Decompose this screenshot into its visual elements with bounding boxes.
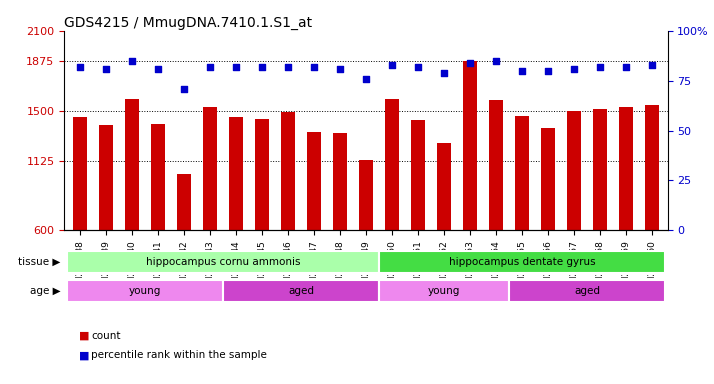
Text: GDS4215 / MmugDNA.7410.1.S1_at: GDS4215 / MmugDNA.7410.1.S1_at <box>64 16 313 30</box>
Bar <box>255 119 269 230</box>
Text: young: young <box>428 286 460 296</box>
Bar <box>593 109 607 230</box>
Bar <box>411 120 425 230</box>
Text: count: count <box>91 331 121 341</box>
Point <box>464 60 476 66</box>
Point <box>542 68 553 74</box>
Point <box>308 64 320 70</box>
Bar <box>358 160 373 230</box>
Point <box>334 66 346 72</box>
Text: ■: ■ <box>79 350 89 360</box>
Bar <box>645 105 659 230</box>
Bar <box>125 99 139 230</box>
Bar <box>99 125 113 230</box>
Text: young: young <box>129 286 161 296</box>
Bar <box>228 117 243 230</box>
Point <box>256 64 268 70</box>
Bar <box>509 280 665 302</box>
Text: age ▶: age ▶ <box>30 286 61 296</box>
Point <box>204 64 216 70</box>
Bar <box>177 174 191 230</box>
Point <box>282 64 293 70</box>
Point <box>100 66 111 72</box>
Point <box>386 61 398 68</box>
Bar <box>540 128 555 230</box>
Bar <box>73 117 87 230</box>
Text: percentile rank within the sample: percentile rank within the sample <box>91 350 267 360</box>
Point <box>438 70 450 76</box>
Text: aged: aged <box>288 286 314 296</box>
Point <box>491 58 502 64</box>
Bar <box>463 61 477 230</box>
Point <box>516 68 528 74</box>
Point <box>412 64 423 70</box>
Point <box>594 64 605 70</box>
Point <box>126 58 138 64</box>
Point <box>620 64 632 70</box>
Text: ■: ■ <box>79 331 89 341</box>
Bar <box>379 251 665 273</box>
Text: hippocampus dentate gyrus: hippocampus dentate gyrus <box>448 257 595 267</box>
Text: tissue ▶: tissue ▶ <box>19 257 61 267</box>
Point <box>360 76 371 82</box>
Point <box>74 64 86 70</box>
Bar <box>385 99 399 230</box>
Bar <box>515 116 529 230</box>
Bar <box>67 280 223 302</box>
Point <box>230 64 241 70</box>
Bar <box>379 280 509 302</box>
Bar <box>281 112 295 230</box>
Text: hippocampus cornu ammonis: hippocampus cornu ammonis <box>146 257 300 267</box>
Bar <box>151 124 165 230</box>
Bar <box>489 100 503 230</box>
Bar <box>619 107 633 230</box>
Point <box>152 66 164 72</box>
Bar <box>203 107 217 230</box>
Bar <box>67 251 379 273</box>
Bar <box>333 133 347 230</box>
Bar <box>567 111 581 230</box>
Point <box>646 61 658 68</box>
Point <box>568 66 580 72</box>
Bar <box>437 142 451 230</box>
Point <box>178 86 190 92</box>
Text: aged: aged <box>574 286 600 296</box>
Bar <box>307 132 321 230</box>
Bar <box>223 280 379 302</box>
